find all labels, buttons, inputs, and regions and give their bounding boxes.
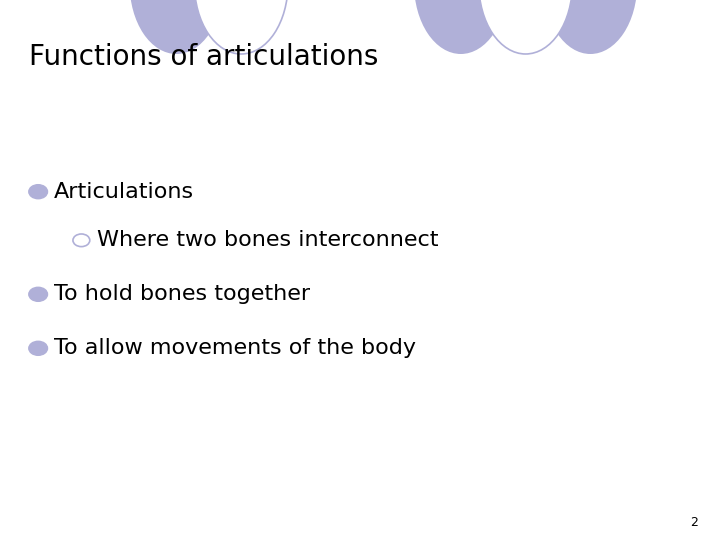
Ellipse shape (544, 0, 637, 54)
Circle shape (29, 287, 48, 301)
Circle shape (29, 341, 48, 355)
Circle shape (73, 234, 90, 247)
Ellipse shape (414, 0, 508, 54)
Ellipse shape (130, 0, 223, 54)
Text: To allow movements of the body: To allow movements of the body (54, 338, 416, 359)
Ellipse shape (479, 0, 572, 54)
Text: Functions of articulations: Functions of articulations (29, 43, 378, 71)
Text: Where two bones interconnect: Where two bones interconnect (97, 230, 438, 251)
Ellipse shape (194, 0, 288, 54)
Text: Articulations: Articulations (54, 181, 194, 202)
Text: To hold bones together: To hold bones together (54, 284, 310, 305)
Circle shape (29, 185, 48, 199)
Text: 2: 2 (690, 516, 698, 529)
